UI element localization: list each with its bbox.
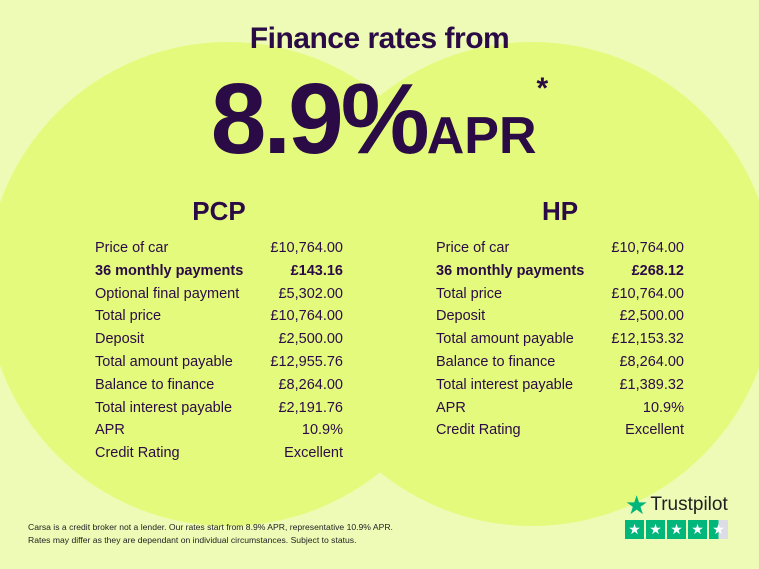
row-value: £12,955.76: [270, 353, 343, 370]
row-value: Excellent: [625, 422, 684, 439]
pcp-title: PCP: [192, 196, 246, 226]
trustpilot-name: Trustpilot: [650, 494, 728, 515]
row-value: £143.16: [290, 262, 343, 279]
row-value: £2,500.00: [278, 331, 343, 348]
rating-star-icon: ★: [646, 520, 665, 539]
headline: Finance rates from: [249, 22, 510, 55]
background-circle-right: [290, 42, 759, 526]
row-label: Price of car: [95, 240, 169, 256]
row-value: £5,302.00: [278, 285, 343, 302]
trustpilot-logo: ★ Trustpilot: [625, 490, 728, 520]
pcp-row: Balance to finance £8,264.00: [95, 374, 343, 397]
row-value: 10.9%: [301, 422, 343, 439]
row-label: Total interest payable: [436, 376, 574, 393]
trustpilot-badge[interactable]: ★ Trustpilot ★ ★ ★ ★ ★: [625, 490, 728, 539]
row-label: 36 monthly payments: [95, 262, 244, 279]
hp-table: HP Price of car £10,764.00 36 monthly paym…: [436, 196, 684, 442]
rating-star-icon: ★: [625, 520, 644, 539]
row-value: £8,264.00: [619, 353, 684, 370]
row-value: £2,500.00: [619, 308, 684, 325]
hp-row: 36 monthly payments £268.12: [436, 260, 684, 283]
row-label: Deposit: [95, 331, 145, 348]
rating-star-icon: ★: [709, 520, 728, 539]
row-label: 36 monthly payments: [436, 262, 585, 279]
hp-row: Credit Rating Excellent: [436, 419, 684, 442]
row-value: £268.12: [631, 262, 684, 279]
trustpilot-rating-stars: ★ ★ ★ ★ ★: [625, 520, 728, 539]
row-label: APR: [95, 422, 125, 439]
row-label: Total amount payable: [95, 353, 233, 370]
pcp-row: Optional final payment £5,302.00: [95, 283, 343, 306]
row-value: £8,264.00: [278, 376, 343, 393]
row-label: Total price: [436, 285, 503, 302]
row-label: Balance to finance: [436, 353, 556, 370]
pcp-row: Total interest payable £2,191.76: [95, 397, 343, 420]
row-value: Excellent: [284, 445, 343, 462]
rate-asterisk: *: [536, 72, 549, 105]
row-label: Total amount payable: [436, 331, 574, 348]
disclaimer-line-2: Rates may differ as they are dependant o…: [28, 534, 357, 545]
row-value: £2,191.76: [278, 399, 343, 416]
pcp-row: Total amount payable £12,955.76: [95, 351, 343, 374]
row-value: £12,153.32: [611, 331, 684, 348]
row-label: APR: [436, 399, 466, 416]
row-label: Optional final payment: [95, 285, 240, 302]
rate-apr: APR: [426, 107, 537, 165]
hp-title: HP: [541, 196, 579, 226]
hp-row: Total interest payable £1,389.32: [436, 374, 684, 397]
row-label: Credit Rating: [95, 445, 180, 462]
row-label: Price of car: [436, 240, 510, 256]
pcp-row: APR 10.9%: [95, 419, 343, 442]
row-label: Balance to finance: [95, 376, 215, 393]
pcp-row: Deposit £2,500.00: [95, 328, 343, 351]
hp-row: Total price £10,764.00: [436, 283, 684, 306]
disclaimer: Carsa is a credit broker not a lender. O…: [28, 521, 393, 546]
pcp-row: Total price £10,764.00: [95, 305, 343, 328]
row-value: £10,764.00: [611, 285, 684, 302]
pcp-row: Credit Rating Excellent: [95, 442, 343, 465]
rate-display: 8.9%APR*: [0, 62, 759, 177]
row-label: Deposit: [436, 308, 486, 325]
trustpilot-star-icon: ★: [625, 490, 649, 520]
row-value: £1,389.32: [619, 376, 684, 393]
hp-row: APR 10.9%: [436, 397, 684, 420]
pcp-row: 36 monthly payments £143.16: [95, 260, 343, 283]
hp-row: Total amount payable £12,153.32: [436, 328, 684, 351]
hp-row: Price of car £10,764.00: [436, 237, 684, 260]
rate-value: 8.9%: [210, 63, 430, 175]
rating-star-icon: ★: [667, 520, 686, 539]
pcp-row: Price of car £10,764.00: [95, 237, 343, 260]
row-value: 10.9%: [642, 399, 684, 416]
pcp-table: PCP Price of car £10,764.00 36 monthly pay…: [95, 196, 343, 465]
rating-star-icon: ★: [688, 520, 707, 539]
disclaimer-line-1: Carsa is a credit broker not a lender. O…: [28, 522, 393, 532]
row-label: Credit Rating: [436, 422, 521, 439]
hp-row: Balance to finance £8,264.00: [436, 351, 684, 374]
row-label: Total price: [95, 308, 162, 325]
row-value: £10,764.00: [270, 308, 343, 325]
row-value: £10,764.00: [611, 240, 684, 256]
row-value: £10,764.00: [270, 240, 343, 256]
hp-row: Deposit £2,500.00: [436, 305, 684, 328]
row-label: Total interest payable: [95, 399, 233, 416]
